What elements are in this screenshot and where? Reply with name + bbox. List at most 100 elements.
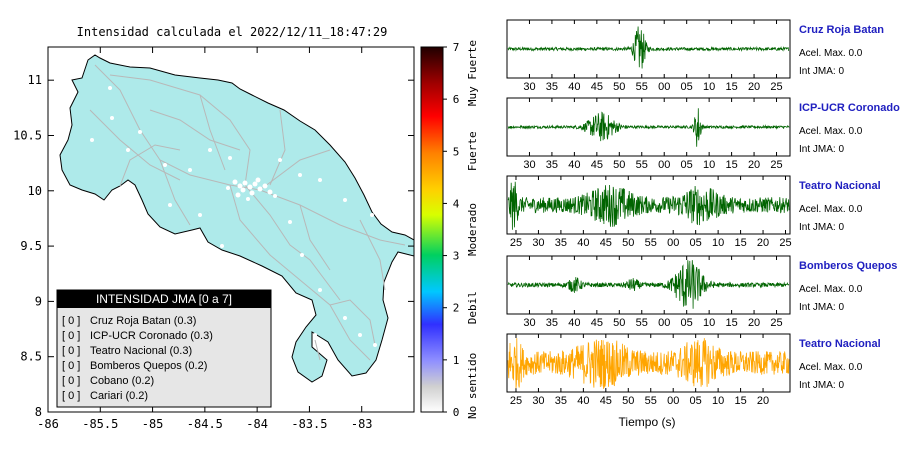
waveform-tick-label: 55 <box>645 395 657 407</box>
waveform-tick-label: 40 <box>568 81 580 93</box>
waveform-tick-label: 05 <box>690 237 702 249</box>
accel-max: Acel. Max. 0.0 <box>799 48 863 59</box>
waveform-tick-label: 50 <box>613 317 625 329</box>
waveform-tick-label: 45 <box>591 317 603 329</box>
legend-level: [ 0 ] <box>62 330 80 342</box>
waveform-tick-label: 20 <box>757 237 769 249</box>
colorbar-category-label: Muy Fuerte <box>466 40 479 106</box>
map-x-tick-label: -83 <box>351 417 373 431</box>
waveform-xlabel: Tiempo (s) <box>619 415 676 429</box>
station-name: Teatro Nacional <box>799 180 881 192</box>
costa-rica-shape <box>59 54 414 383</box>
legend-header <box>57 290 271 308</box>
road-network <box>89 64 406 361</box>
waveform-tick-label: 00 <box>658 317 670 329</box>
waveform-tick-label: 35 <box>546 317 558 329</box>
map-y-axis: 8 8.5 9 9.5 10 10.5 11 <box>13 73 414 419</box>
map-y-tick-label: 9 <box>35 294 42 308</box>
legend-level: [ 0 ] <box>62 375 80 387</box>
station-name: ICP-UCR Coronado <box>799 102 900 114</box>
map-x-tick-label: -85 <box>142 417 164 431</box>
waveform-tick-label: 30 <box>523 317 535 329</box>
map-y-tick-label: 8.5 <box>20 350 42 364</box>
waveform-panel: 30 35 40 45 50 55 00 05 10 15 20 25 ICP-UCR Coronado… <box>506 97 900 171</box>
map-y-tick-label: 8 <box>35 405 42 419</box>
int-jma: Int JMA: 0 <box>799 144 844 155</box>
station-name: Bomberos Quepos <box>799 260 897 272</box>
colorbar-tick-label: 0 <box>453 406 460 419</box>
waveform-tick-label: 10 <box>703 159 715 171</box>
colorbar-tick-label: 2 <box>453 302 460 315</box>
legend-station: Teatro Nacional (0.3) <box>90 345 192 357</box>
waveform-tick-label: 20 <box>748 159 760 171</box>
waveform-tick-label: 05 <box>681 317 693 329</box>
waveform-tick-label: 00 <box>658 159 670 171</box>
map-title: Intensidad calculada el 2022/12/11_18:47… <box>77 25 388 39</box>
colorbar-tick-label: 3 <box>453 250 460 263</box>
int-jma: Int JMA: 0 <box>799 222 844 233</box>
intensity-legend: INTENSIDAD JMA [0 a 7] [ 0 ] Cruz Roja Ba… <box>56 289 272 408</box>
legend-level: [ 0 ] <box>62 315 80 327</box>
colorbar-tick-label: 5 <box>453 145 460 158</box>
waveform-tick-label: 15 <box>725 81 737 93</box>
waveform-tick-label: 15 <box>734 237 746 249</box>
map-y-tick-label: 10.5 <box>13 128 42 142</box>
waveform-trace <box>507 260 790 309</box>
waveform-trace <box>507 108 790 147</box>
waveform-tick-label: 00 <box>667 395 679 407</box>
waveform-tick-label: 20 <box>757 395 769 407</box>
waveform-tick-label: 35 <box>555 395 567 407</box>
accel-max: Acel. Max. 0.0 <box>799 284 863 295</box>
waveform-tick-label: 10 <box>712 237 724 249</box>
waveform-tick-label: 30 <box>523 159 535 171</box>
waveform-tick-label: 45 <box>591 81 603 93</box>
waveform-tick-label: 05 <box>681 81 693 93</box>
waveform-tick-label: 50 <box>613 81 625 93</box>
waveform-tick-label: 35 <box>555 237 567 249</box>
waveform-tick-label: 25 <box>510 237 522 249</box>
waveform-tick-label: 15 <box>725 159 737 171</box>
colorbar-category-label: Debil <box>466 291 479 324</box>
waveform-tick-label: 00 <box>658 81 670 93</box>
colorbar-category-label: Fuerte <box>466 131 479 171</box>
waveform-tick-label: 45 <box>600 237 612 249</box>
waveform-tick-label: 40 <box>568 317 580 329</box>
waveform-tick-label: 35 <box>546 159 558 171</box>
waveform-panel: 25 30 35 40 45 50 55 00 05 10 15 20 Teatro Nacional A… <box>506 333 881 407</box>
waveform-tick-label: 30 <box>532 237 544 249</box>
legend-level: [ 0 ] <box>62 345 80 357</box>
waveform-tick-label: 05 <box>681 159 693 171</box>
colorbar-category-label: Moderado <box>466 203 479 256</box>
waveform-tick-label: 25 <box>770 81 782 93</box>
legend-station: Cobano (0.2) <box>90 375 154 387</box>
waveform-tick-label: 40 <box>577 237 589 249</box>
map-x-tick-label: -84 <box>246 417 268 431</box>
waveform-trace <box>507 26 790 69</box>
waveform-tick-label: 25 <box>779 237 791 249</box>
accel-max: Acel. Max. 0.0 <box>799 362 863 373</box>
map-x-tick-label: -85.5 <box>82 417 118 431</box>
waveform-tick-label: 40 <box>568 159 580 171</box>
waveform-tick-label: 40 <box>577 395 589 407</box>
colorbar: 0 1 2 3 4 5 6 7 No sentido Debil Moderado Fuerte Mu… <box>420 40 479 419</box>
waveform-tick-label: 25 <box>770 159 782 171</box>
waveform-tick-label: 10 <box>703 81 715 93</box>
legend-level: [ 0 ] <box>62 390 80 402</box>
colorbar-tick-label: 7 <box>453 41 460 54</box>
waveform-panel: 30 35 40 45 50 55 00 05 10 15 20 25 Bomberos Quepos A… <box>506 255 897 329</box>
waveform-tick-label: 30 <box>523 81 535 93</box>
waveform-tick-label: 10 <box>712 395 724 407</box>
map-x-axis: -86 -85.5 -85 -84.5 -84 -83.5 -83 <box>37 47 373 431</box>
accel-max: Acel. Max. 0.0 <box>799 126 863 137</box>
waveform-tick-label: 00 <box>667 237 679 249</box>
waveform-tick-label: 50 <box>622 395 634 407</box>
map-x-tick-label: -84.5 <box>187 417 223 431</box>
waveform-tick-label: 05 <box>690 395 702 407</box>
int-jma: Int JMA: 0 <box>799 66 844 77</box>
colorbar-tick-label: 6 <box>453 93 460 106</box>
map-x-tick-label: -83.5 <box>291 417 327 431</box>
waveform-tick-label: 55 <box>636 81 648 93</box>
waveform-tick-label: 55 <box>636 159 648 171</box>
map-land <box>59 54 414 383</box>
